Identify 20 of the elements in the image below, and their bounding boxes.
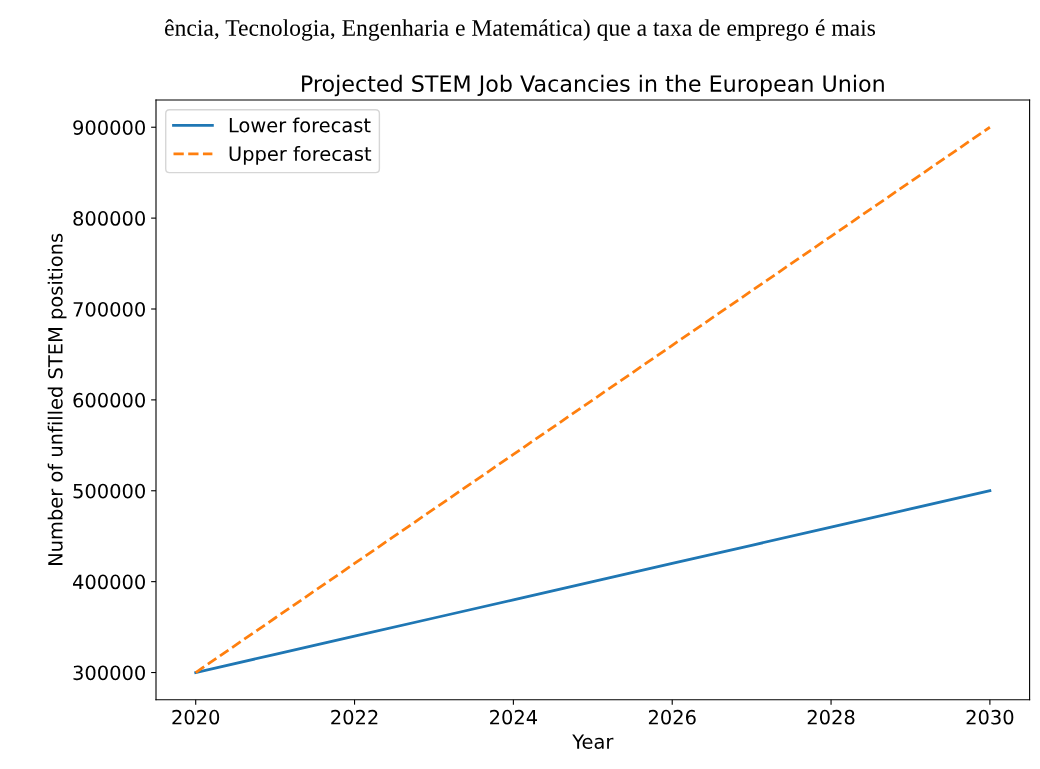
y-tick-label: 900000 — [73, 120, 145, 135]
y-tick-label: 400000 — [73, 574, 145, 590]
x-axis-title: Year — [572, 734, 614, 749]
legend-label: Lower forecast — [229, 117, 371, 133]
y-tick-label: 300000 — [73, 665, 145, 681]
x-tick-label: 2030 — [966, 709, 1014, 725]
x-tick-label: 2024 — [490, 709, 538, 725]
x-tick-label: 2028 — [807, 709, 855, 725]
legend-label: Upper forecast — [229, 146, 372, 165]
x-tick-label: 2022 — [331, 709, 378, 725]
y-tick-label: 600000 — [73, 392, 145, 408]
chart-title: Projected STEM Job Vacancies in the European Union — [302, 74, 884, 97]
text: ência, Tecnologia, Engenharia e Matemática) que a taxa de emprego é mais — [165, 19, 876, 41]
y-axis-title: Number of unfilled STEM positions — [47, 233, 67, 565]
y-tick-label: 700000 — [73, 301, 145, 317]
x-tick-label: 2020 — [172, 709, 220, 725]
y-tick-label: 800000 — [73, 211, 145, 226]
line-series — [194, 489, 992, 674]
y-tick-label: 500000 — [73, 483, 145, 499]
x-tick-label: 2026 — [648, 709, 696, 725]
